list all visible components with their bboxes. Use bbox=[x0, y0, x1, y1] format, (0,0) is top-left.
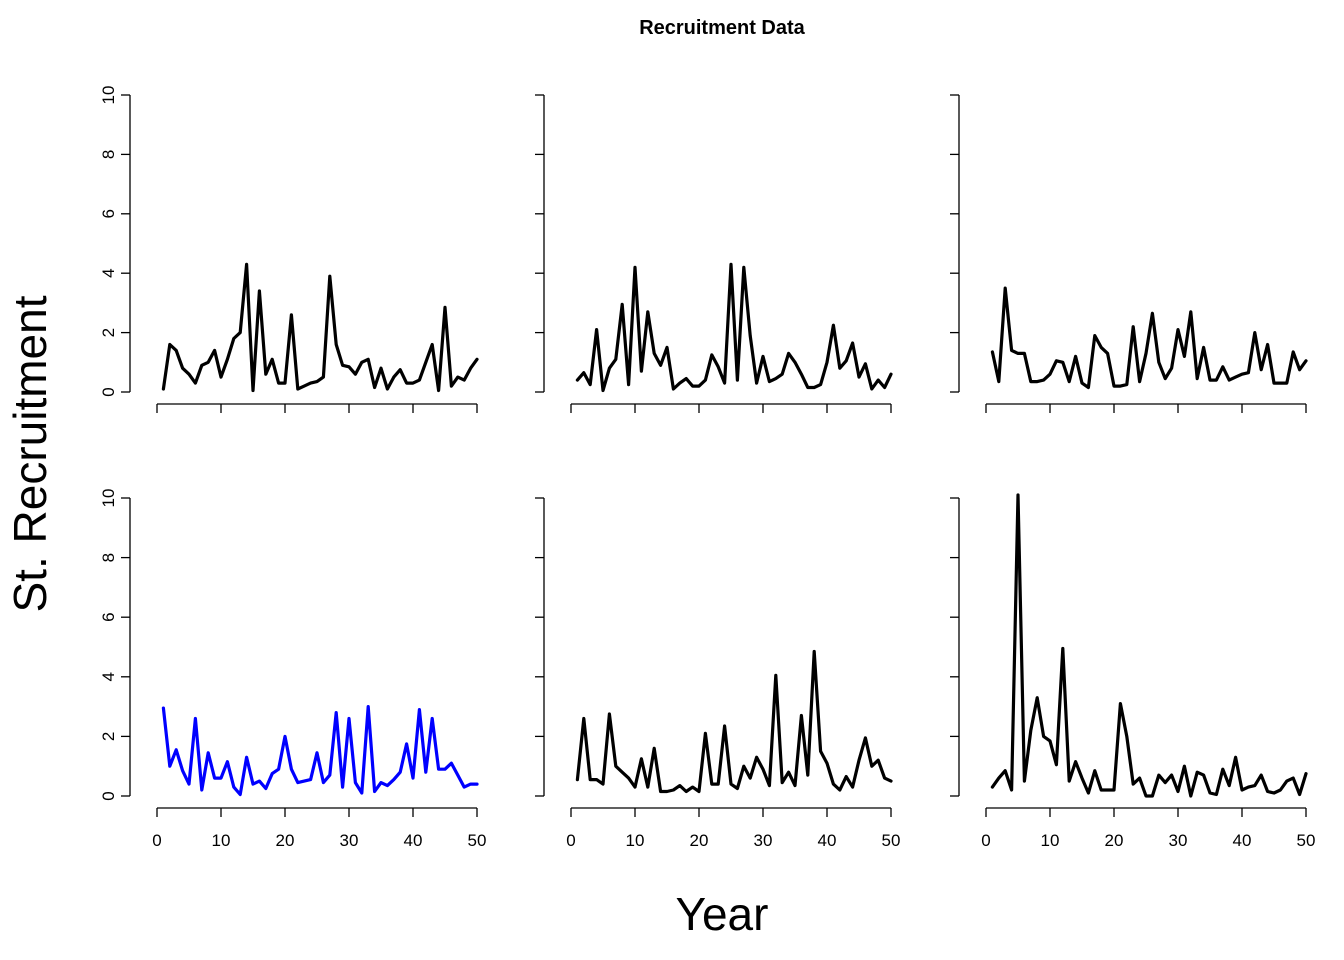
series-line bbox=[161, 262, 479, 393]
series-line bbox=[575, 649, 893, 794]
panel-4: 0 2 4 6 8 10 0 10 20 30 40 50 bbox=[99, 489, 486, 850]
x-axis-label: Year bbox=[676, 888, 769, 940]
y-tick-label: 4 bbox=[99, 268, 118, 277]
series-line bbox=[990, 286, 1308, 390]
chart-title: Recruitment Data bbox=[639, 17, 805, 39]
x-tick-label: 30 bbox=[340, 831, 359, 850]
x-tick-label: 40 bbox=[404, 831, 423, 850]
x-tick-label: 10 bbox=[626, 831, 645, 850]
x-tick-label: 0 bbox=[152, 831, 161, 850]
panel-2 bbox=[535, 94, 893, 413]
series-line bbox=[161, 704, 479, 797]
x-tick-label: 10 bbox=[212, 831, 231, 850]
x-tick-label: 50 bbox=[882, 831, 901, 850]
y-axis-label: St. Recruitment bbox=[4, 295, 56, 612]
x-tick-label: 10 bbox=[1041, 831, 1060, 850]
y-tick-label: 0 bbox=[99, 791, 118, 800]
series-line bbox=[990, 493, 1308, 798]
x-tick-label: 30 bbox=[754, 831, 773, 850]
y-tick-label: 10 bbox=[99, 86, 118, 105]
panel-1: 0 2 4 6 8 10 bbox=[99, 86, 479, 413]
x-tick-label: 20 bbox=[690, 831, 709, 850]
x-tick-label: 30 bbox=[1169, 831, 1188, 850]
x-tick-label: 0 bbox=[566, 831, 575, 850]
y-tick-label: 2 bbox=[99, 732, 118, 741]
y-tick-label: 6 bbox=[99, 612, 118, 621]
y-tick-label: 2 bbox=[99, 328, 118, 337]
x-tick-label: 40 bbox=[1233, 831, 1252, 850]
x-tick-label: 40 bbox=[818, 831, 837, 850]
x-tick-label: 20 bbox=[1105, 831, 1124, 850]
y-tick-label: 10 bbox=[99, 489, 118, 508]
panel-3 bbox=[950, 94, 1308, 413]
series-line bbox=[575, 262, 893, 393]
x-tick-label: 50 bbox=[468, 831, 487, 850]
x-tick-label: 0 bbox=[981, 831, 990, 850]
y-tick-label: 4 bbox=[99, 672, 118, 681]
x-tick-label: 20 bbox=[276, 831, 295, 850]
panel-6: 0 10 20 30 40 50 bbox=[950, 493, 1316, 850]
x-tick-label: 50 bbox=[1297, 831, 1316, 850]
y-tick-label: 0 bbox=[99, 387, 118, 396]
y-tick-label: 8 bbox=[99, 553, 118, 562]
panels-group: 0 2 4 6 8 10 0 2 4 6 8 10 0 10 20 30 40 50 0 10 20 30 40 50 0 10 2… bbox=[99, 86, 1315, 850]
panel-5: 0 10 20 30 40 50 bbox=[535, 497, 901, 850]
y-tick-label: 8 bbox=[99, 150, 118, 159]
y-tick-label: 6 bbox=[99, 209, 118, 218]
